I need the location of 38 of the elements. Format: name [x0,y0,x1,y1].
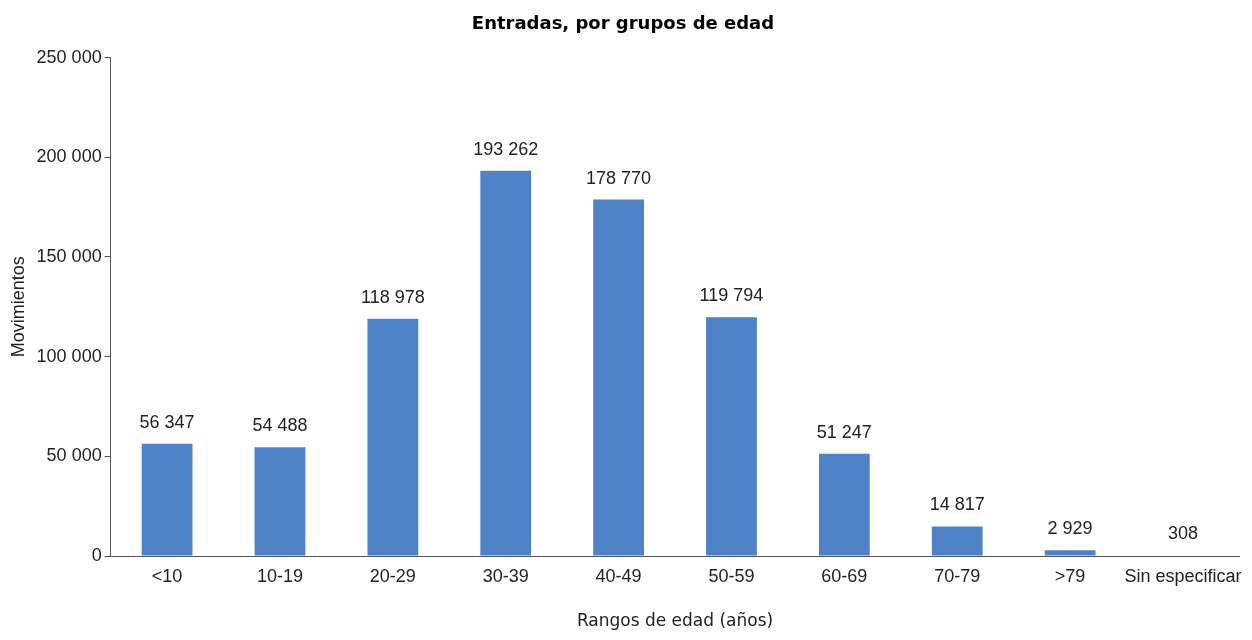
bar [931,526,983,556]
x-tick-label: 20-29 [369,565,416,586]
bar [818,453,870,556]
y-tick-label: 200 000 [36,146,102,167]
y-tick-label: 0 [91,544,102,565]
data-label: 178 770 [586,167,652,188]
data-label: 118 978 [360,286,425,307]
bar [141,443,193,556]
x-tick-label: <10 [151,565,183,586]
x-axis-title: Rangos de edad (años) [576,610,774,631]
bar [1044,550,1096,556]
data-label: 2 929 [1047,518,1093,539]
data-label: 56 347 [139,411,195,432]
x-tick-label: 10-19 [256,565,303,586]
bar [706,317,757,556]
data-label: 14 817 [929,494,985,515]
data-label: 119 794 [699,285,764,306]
x-tick-label: 40-49 [595,565,642,586]
data-label: 51 247 [816,421,872,442]
y-tick-label: 250 000 [36,46,102,67]
bar [593,199,644,556]
data-label: 54 488 [252,415,308,436]
y-tick-label: 100 000 [36,345,102,366]
bar [367,318,419,556]
x-tick-label: Sin especificar [1124,565,1242,586]
y-axis-title: Movimientos [7,256,28,358]
x-tick-label: 60-69 [821,565,868,586]
x-tick-label: 50-59 [708,565,755,586]
x-tick-label: 70-79 [934,565,981,586]
bar [480,170,532,556]
y-tick-label: 50 000 [46,445,102,466]
data-label: 308 [1167,523,1198,544]
x-tick-label: >79 [1054,565,1086,586]
y-tick-label: 150 000 [36,245,102,266]
bar [254,447,306,556]
data-label: 193 262 [473,138,539,159]
x-tick-label: 30-39 [482,565,529,586]
chart-title: Entradas, por grupos de edad [471,12,775,34]
